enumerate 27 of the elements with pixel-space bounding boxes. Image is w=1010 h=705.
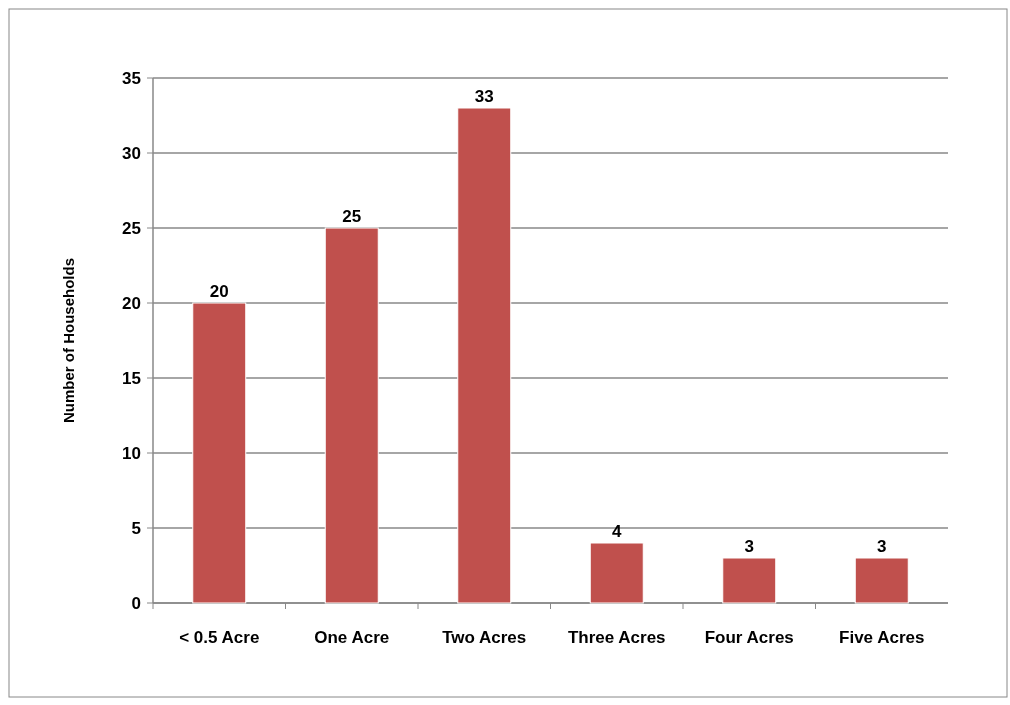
bar <box>324 227 379 604</box>
bar <box>457 107 512 604</box>
bar <box>722 557 777 604</box>
x-tick-label: Two Acres <box>442 628 527 647</box>
bar <box>192 302 247 604</box>
x-tick-label: Four Acres <box>704 628 794 647</box>
data-label: 4 <box>612 522 623 541</box>
y-axis-title: Number of Households <box>60 257 77 424</box>
y-tick-label: 30 <box>122 143 141 163</box>
x-tick-label: Five Acres <box>839 628 925 647</box>
x-tick-label: One Acre <box>314 628 390 647</box>
data-label: 33 <box>474 87 494 106</box>
data-label: 20 <box>209 282 229 301</box>
y-tick-label: 35 <box>122 68 141 88</box>
data-label: 3 <box>744 537 754 556</box>
data-label: 3 <box>877 537 887 556</box>
x-tick-label: Three Acres <box>567 628 666 647</box>
bar <box>854 557 909 604</box>
y-tick-label: 10 <box>122 443 141 463</box>
y-tick-label: 25 <box>122 218 141 238</box>
y-tick-label: 5 <box>131 518 141 538</box>
y-tick-label: 0 <box>131 593 141 613</box>
y-tick-label: 20 <box>122 293 141 313</box>
x-tick-label: < 0.5 Acre <box>179 628 260 647</box>
y-tick-label: 15 <box>122 368 141 388</box>
data-label: 25 <box>342 207 362 226</box>
bar <box>589 542 644 604</box>
